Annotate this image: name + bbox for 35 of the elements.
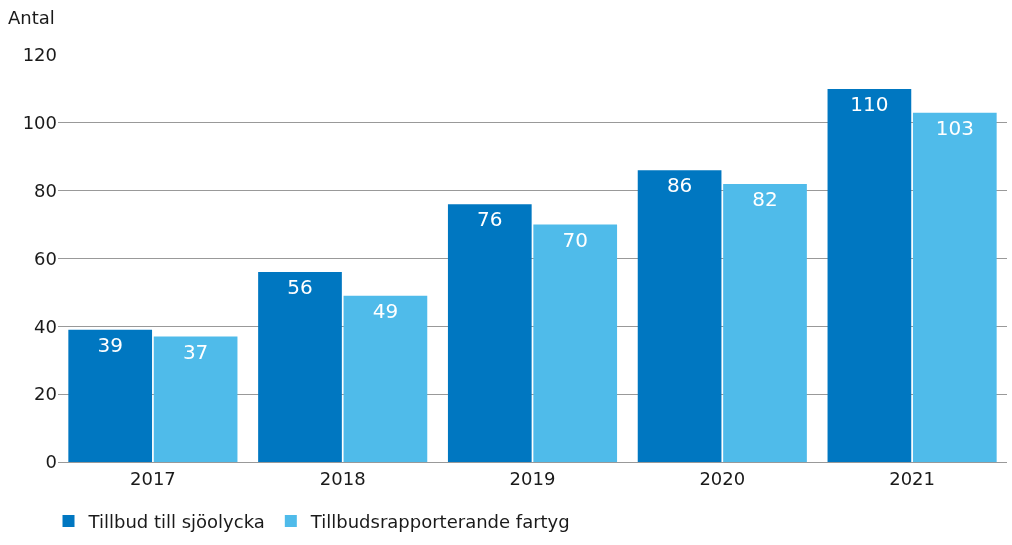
y-tick-label: 0: [45, 451, 57, 473]
data-label: 56: [287, 275, 313, 300]
bar: [637, 170, 722, 462]
data-label: 37: [182, 339, 209, 364]
data-label: 39: [97, 332, 123, 357]
legend-label: Tillbud till sjöolycka: [87, 510, 265, 532]
data-label: 86: [666, 173, 693, 198]
data-label: 82: [752, 186, 778, 211]
y-axis-title: Antal: [8, 7, 55, 28]
data-label: 70: [562, 227, 588, 252]
y-tick-label: 60: [34, 247, 57, 269]
bar: [343, 295, 428, 462]
y-tick-label: 120: [22, 44, 57, 66]
y-tick-label: 40: [34, 315, 57, 337]
data-label: 76: [477, 207, 503, 232]
bar: [447, 204, 532, 462]
bar: [723, 183, 807, 462]
bar: [912, 112, 997, 462]
y-tick-label: 20: [34, 383, 57, 405]
x-tick-label: 2020: [699, 467, 746, 489]
legend-label: Tillbudsrapporterande fartyg: [309, 510, 570, 532]
bar: [827, 88, 912, 462]
data-label: 49: [372, 298, 399, 323]
y-tick-label: 100: [22, 112, 57, 134]
data-label: 103: [935, 115, 974, 140]
x-tick-label: 2021: [889, 467, 936, 489]
x-tick-label: 2018: [319, 467, 366, 489]
bar: [533, 224, 618, 462]
bar: [68, 329, 153, 462]
x-tick-label: 2019: [509, 467, 556, 489]
x-tick-label: 2017: [129, 467, 176, 489]
bar: [258, 272, 342, 462]
data-label: 110: [850, 91, 889, 116]
y-tick-label: 80: [34, 179, 57, 201]
bar: [153, 336, 238, 462]
